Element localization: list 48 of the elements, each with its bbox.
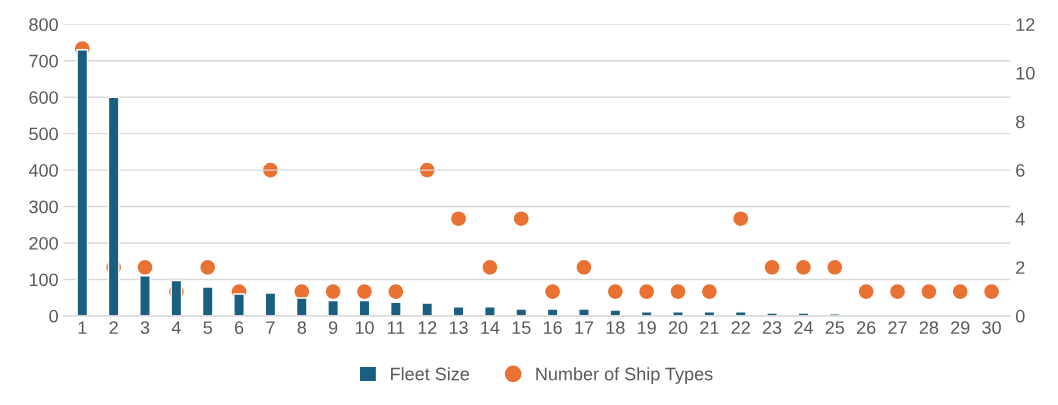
- legend-label: Number of Ship Types: [536, 367, 713, 384]
- x-tick-label: 10: [355, 321, 374, 335]
- x-tick-label: 26: [857, 321, 876, 335]
- x-tick-label: 22: [731, 321, 750, 334]
- x-tick-label: 12: [418, 321, 437, 334]
- y2-tick-label: 10: [1016, 66, 1035, 80]
- x-tick-label: 21: [700, 321, 719, 334]
- x-tick-label: 13: [449, 321, 468, 335]
- y-tick-label: 0: [49, 309, 58, 323]
- x-tick-label: 16: [543, 321, 562, 335]
- x-tick-label: 8: [297, 321, 307, 335]
- y-tick-label: 200: [29, 236, 58, 250]
- y2-tick-label: 8: [1016, 115, 1025, 129]
- x-tick-label: 4: [171, 321, 181, 334]
- x-tick-label: 20: [668, 321, 688, 335]
- x-tick-label: 23: [762, 321, 782, 335]
- y2-tick-label: 4: [1015, 212, 1025, 226]
- x-tick-label: 7: [266, 321, 275, 334]
- x-tick-label: 15: [512, 321, 531, 335]
- x-tick-label: 17: [575, 321, 594, 334]
- y-tick-label: 300: [29, 200, 58, 214]
- x-tick-label: 25: [825, 321, 845, 335]
- x-tick-label: 24: [794, 321, 813, 334]
- x-tick-label: 11: [387, 321, 405, 334]
- x-tick-label: 5: [203, 321, 212, 335]
- y2-tick-label: 2: [1016, 261, 1025, 274]
- x-tick-label: 27: [888, 321, 907, 334]
- y2-tick-label: 6: [1016, 164, 1025, 177]
- x-tick-label: 28: [919, 321, 939, 335]
- x-tick-label: 14: [481, 321, 500, 334]
- y-tick-label: 400: [28, 164, 58, 177]
- x-tick-label: 6: [234, 321, 244, 335]
- y-tick-label: 100: [29, 273, 58, 287]
- x-tick-label: 19: [638, 321, 656, 335]
- x-tick-label: 18: [606, 321, 625, 335]
- x-tick-label: 1: [78, 321, 87, 334]
- x-tick-label: 2: [109, 321, 118, 334]
- legend-label: Fleet Size: [391, 367, 470, 381]
- x-tick-label: 29: [951, 321, 970, 335]
- y2-tick-label: 12: [1016, 18, 1035, 31]
- x-tick-label: 3: [140, 321, 150, 335]
- y-tick-label: 800: [29, 18, 58, 32]
- y-tick-label: 600: [29, 91, 58, 104]
- y-tick-label: 700: [29, 54, 58, 68]
- x-tick-label: 9: [328, 321, 338, 335]
- x-tick-label: 30: [982, 321, 1001, 335]
- y-tick-label: 500: [29, 127, 58, 141]
- y2-tick-label: 0: [1015, 309, 1025, 323]
